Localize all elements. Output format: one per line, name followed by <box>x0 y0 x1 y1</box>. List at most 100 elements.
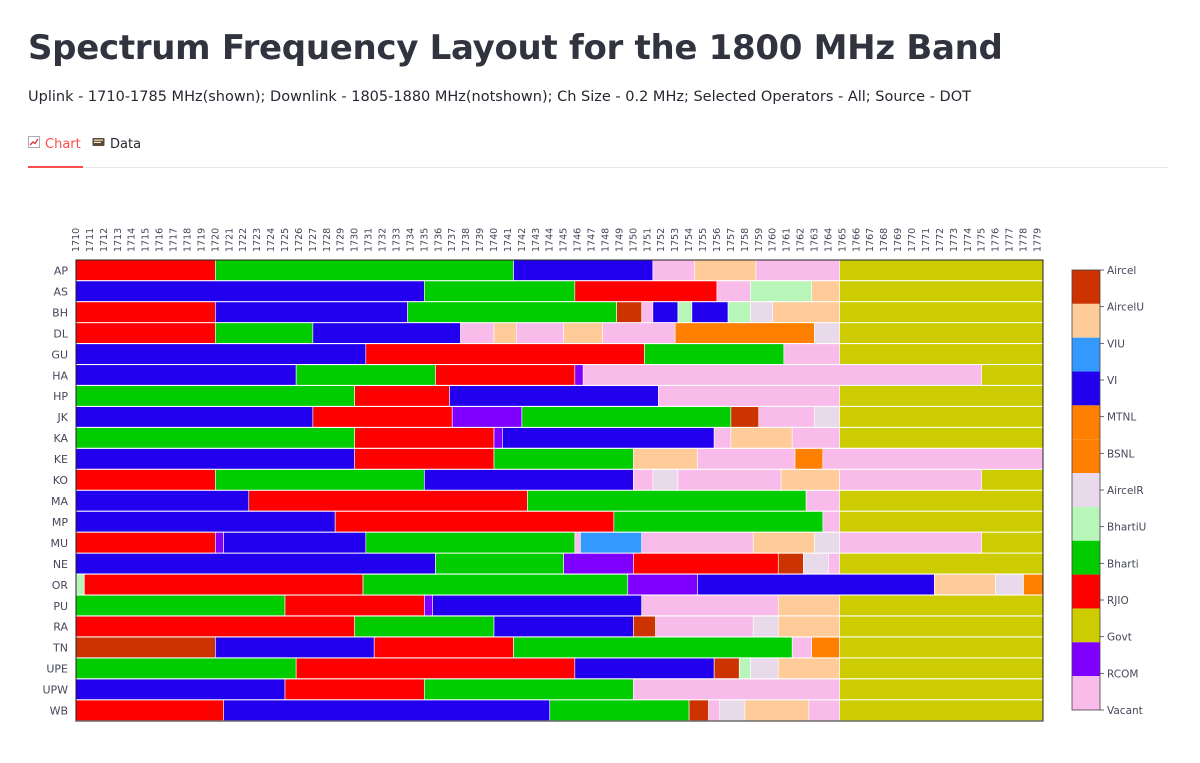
cell-upw-govt <box>839 678 1044 701</box>
cell-wb-rjio <box>75 699 224 722</box>
legend-label-mtnl: MTNL <box>1107 412 1136 424</box>
x-tick-label: 1755 <box>698 228 709 252</box>
cell-tn-vi <box>215 636 375 659</box>
cell-ha-rcom <box>574 364 584 387</box>
cell-dl-mtnl <box>674 322 815 345</box>
cell-bh-rjio <box>75 301 216 324</box>
tab-chart[interactable]: Chart <box>28 134 83 168</box>
cell-mu-vacant <box>641 532 754 554</box>
x-tick-label: 1740 <box>489 228 500 252</box>
legend-label-viu: VIU <box>1107 338 1125 350</box>
cell-wb-aircelu <box>744 699 810 722</box>
x-tick-label: 1744 <box>545 228 556 252</box>
y-tick-label: HP <box>53 390 68 403</box>
cell-tn-govt <box>839 636 1044 659</box>
x-tick-label: 1730 <box>350 228 361 252</box>
y-tick-label: AP <box>54 264 69 277</box>
cell-bh-aircel <box>616 301 643 324</box>
cell-ma-bharti <box>527 490 807 512</box>
legend-label-bharti: Bharti <box>1107 558 1139 570</box>
x-tick-label: 1751 <box>642 228 653 252</box>
cell-jk-bharti <box>521 406 732 428</box>
cell-bh-bhartiu <box>677 301 693 324</box>
cell-mp-govt <box>839 511 1044 533</box>
cell-ap-rjio <box>75 259 216 282</box>
cell-hp-vacant <box>658 385 840 407</box>
cell-ra-vi <box>493 615 634 638</box>
x-tick-label: 1724 <box>266 228 277 252</box>
y-tick-label: PU <box>53 600 68 613</box>
x-tick-label: 1753 <box>670 228 681 252</box>
spectrum-heatmap: AP AS BH DL GU HA HP JK KA KE KO MA MP MU NE OR PU RA TN UP… <box>42 228 1146 722</box>
x-tick-label: 1741 <box>503 228 514 252</box>
cell-ne-vi <box>75 553 436 575</box>
cell-ka-govt <box>839 427 1044 449</box>
y-tick-label: MU <box>50 537 68 550</box>
y-tick-label: TN <box>52 642 68 655</box>
cell-dl-aircelu <box>493 322 517 345</box>
x-tick-label: 1759 <box>754 228 765 252</box>
legend-label-govt: Govt <box>1107 632 1132 644</box>
cell-upw-rjio <box>284 678 425 701</box>
cell-ha-govt <box>981 364 1044 387</box>
x-tick-label: 1771 <box>921 228 932 252</box>
cell-mu-aircelr <box>814 532 840 554</box>
y-tick-label: AS <box>53 285 68 298</box>
legend-label-bhartiu: BhartiU <box>1107 522 1146 534</box>
x-tick-label: 1719 <box>196 228 207 252</box>
cell-pu-aircelu <box>777 594 840 617</box>
cell-ne-rcom <box>563 553 634 575</box>
cell-hp-vi <box>449 385 659 407</box>
x-tick-label: 1761 <box>782 228 793 252</box>
y-tick-label: KE <box>54 453 68 466</box>
cell-dl-vi <box>312 322 461 345</box>
cell-ko-vacant <box>633 469 654 491</box>
cell-ka-vacant <box>791 427 840 449</box>
y-tick-label: GU <box>51 348 68 361</box>
x-tick-label: 1774 <box>963 228 974 252</box>
x-tick-label: 1736 <box>433 228 444 252</box>
legend-swatch-govt <box>1072 608 1100 643</box>
cell-ne-govt <box>839 553 1044 575</box>
cell-ha-rjio <box>435 364 576 387</box>
cell-dl-govt <box>839 322 1044 345</box>
x-tick-label: 1720 <box>210 228 221 252</box>
cell-tn-aircel <box>75 636 216 659</box>
x-tick-label: 1745 <box>559 228 570 252</box>
y-tick-label: BH <box>52 306 68 319</box>
y-tick-label: NE <box>53 558 68 571</box>
legend-swatch-viu <box>1072 337 1100 372</box>
cell-ha-bharti <box>295 364 436 387</box>
cell-ka-vi <box>502 427 715 449</box>
cell-bh-vi <box>215 301 408 324</box>
page-subtitle: Uplink - 1710-1785 MHz(shown); Downlink … <box>28 89 971 105</box>
cell-bh-bhartiu <box>727 301 751 324</box>
y-tick-label: UPE <box>46 663 68 676</box>
cell-or-bhartiu <box>75 574 85 596</box>
cell-pu-rjio <box>284 594 425 617</box>
cell-as-vi <box>75 280 425 303</box>
cell-tn-bsnl <box>811 636 840 659</box>
cell-or-bsnl <box>1023 574 1044 596</box>
legend-label-bsnl: BSNL <box>1107 448 1135 460</box>
legend-label-rjio: RJIO <box>1107 595 1129 607</box>
cell-ne-rjio <box>633 553 779 575</box>
cell-upw-vi <box>75 678 286 701</box>
cell-mp-vacant <box>822 511 840 533</box>
legend-label-aircelu: AircelU <box>1107 302 1144 314</box>
cell-bh-vacant <box>641 301 654 324</box>
tab-data[interactable]: Data <box>92 134 141 166</box>
x-tick-label: 1777 <box>1005 228 1016 252</box>
cell-ap-vacant <box>652 259 695 282</box>
cell-dl-vacant <box>460 322 495 345</box>
x-tick-label: 1779 <box>1032 228 1043 252</box>
x-tick-label: 1776 <box>991 228 1002 252</box>
cell-as-vacant <box>716 280 751 303</box>
cell-jk-vacant <box>758 406 815 428</box>
cell-ne-bharti <box>435 553 564 575</box>
x-tick-label: 1721 <box>224 228 235 252</box>
x-tick-label: 1772 <box>935 228 946 252</box>
x-tick-label: 1765 <box>837 228 848 252</box>
cell-ra-vacant <box>655 615 754 638</box>
cell-gu-govt <box>839 343 1044 366</box>
